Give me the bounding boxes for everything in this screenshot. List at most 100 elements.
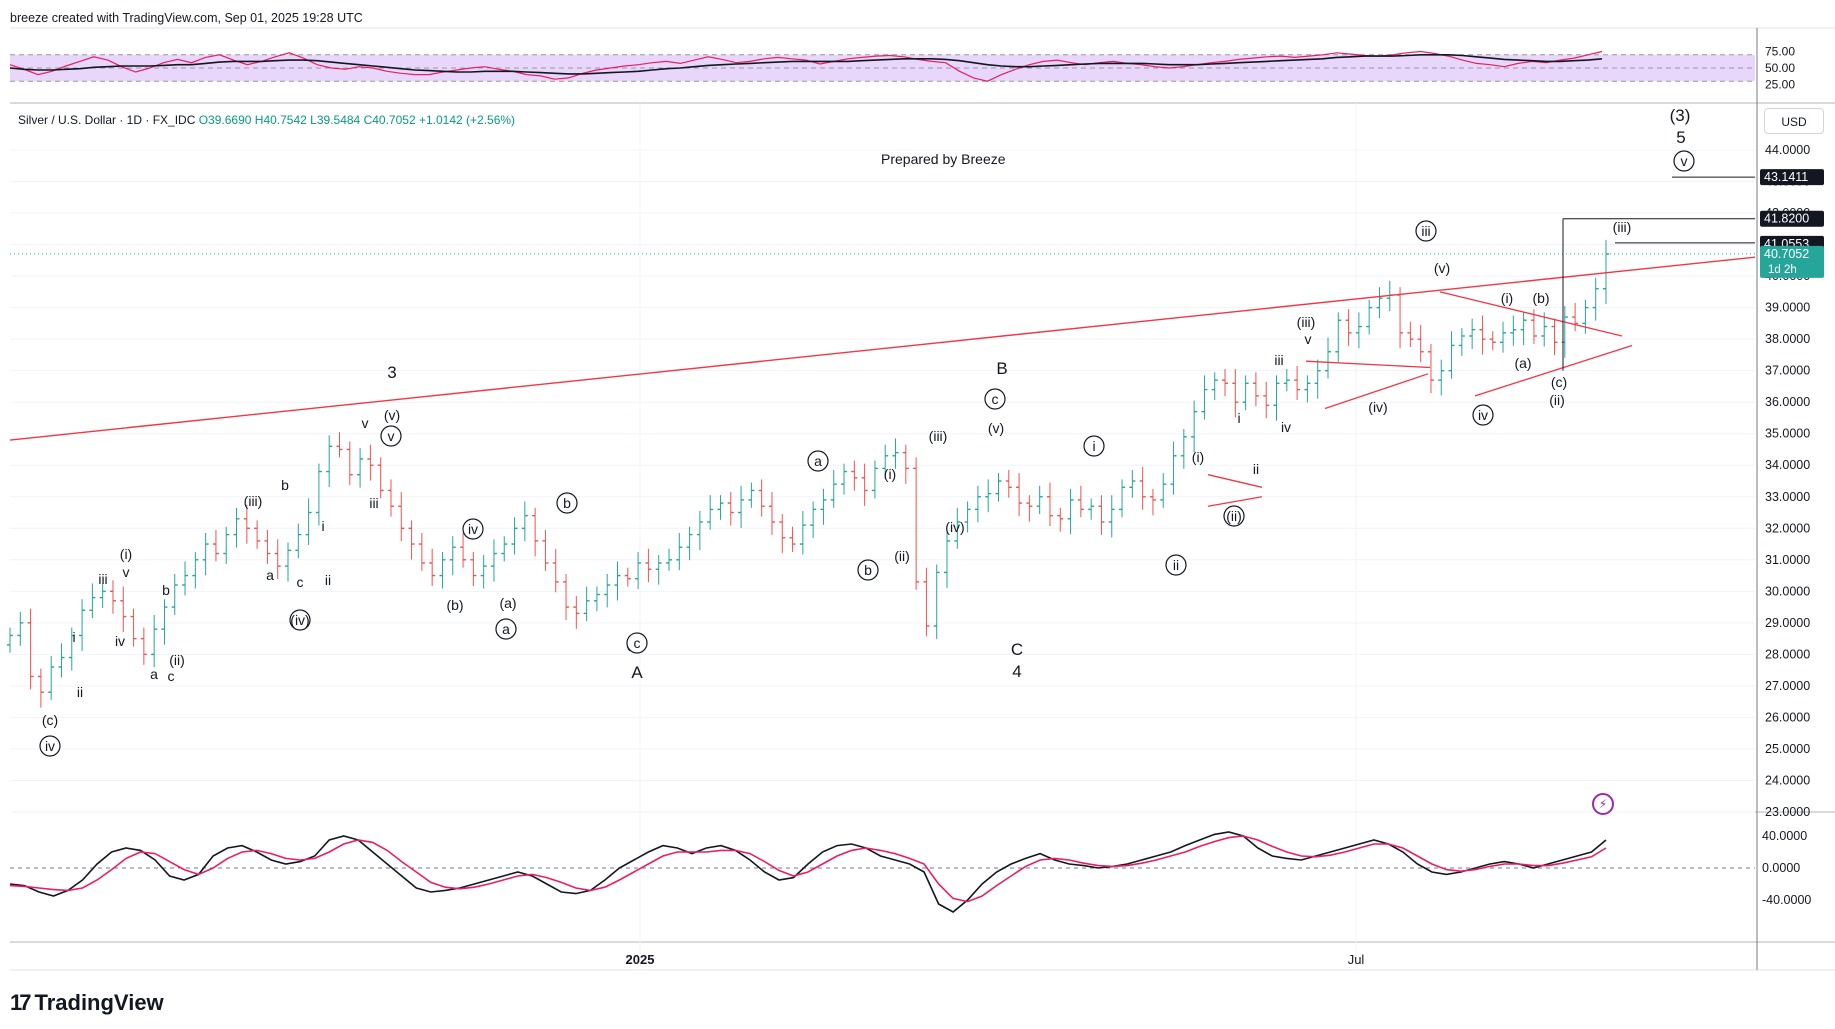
wave-label: iii (98, 571, 107, 587)
price-tick-label: 23.0000 (1765, 805, 1810, 819)
wave-circle (1083, 435, 1105, 457)
wave-label: (a) (499, 595, 516, 611)
price-tag-target-bg (1760, 169, 1824, 186)
wave-label: ii (1173, 557, 1179, 573)
wave-circle (380, 425, 402, 447)
wave-label: 4 (1012, 662, 1021, 681)
wave-label: iv (45, 738, 55, 754)
wave-label: b (162, 582, 170, 598)
price-tick-label: 25.0000 (1765, 742, 1810, 756)
ohlc-close: C40.7052 (363, 113, 416, 127)
wave-label: 3 (387, 363, 396, 382)
wave-label: ii (77, 684, 83, 700)
wave-label: iii (1274, 352, 1283, 368)
tradingview-logo: 17 TradingView (10, 990, 164, 1016)
rsi-tick-label: 75.00 (1765, 45, 1795, 59)
wave-label: (3) (1670, 106, 1691, 125)
wave-circle (626, 632, 648, 654)
price-tick-label: 33.0000 (1765, 490, 1810, 504)
wave-label: (b) (446, 597, 463, 613)
wave-label: iv (1281, 419, 1291, 435)
wave-label: (iii) (929, 428, 948, 444)
wave-label: (ii) (1226, 508, 1242, 524)
wave-circle (556, 492, 578, 514)
rsi-series-1 (9, 53, 1603, 75)
price-tick-label: 24.0000 (1765, 773, 1810, 787)
wave-label: (i) (1192, 449, 1204, 465)
wave-label: iv (468, 521, 478, 537)
ohlc-low: L39.5484 (310, 113, 361, 127)
wave-label: ii (325, 572, 331, 588)
price-tick-label: 37.0000 (1765, 364, 1810, 378)
wave-label: (v) (988, 420, 1004, 436)
wave-label: (iii) (1613, 219, 1632, 235)
price-tag-target: 43.1411 (1764, 170, 1808, 184)
macd-series-1 (9, 835, 1607, 903)
triangle-line (1305, 360, 1431, 369)
wave-label: (iii) (244, 493, 263, 509)
macd-tick-label: 0.0000 (1762, 861, 1800, 875)
rsi-series-0 (9, 50, 1603, 82)
wave-label: (iv) (945, 519, 964, 535)
rsi-tick-label: 50.00 (1765, 61, 1795, 75)
wave-label: c (634, 635, 641, 651)
price-tick-label: 31.0000 (1765, 553, 1810, 567)
wave-label: iv (1478, 407, 1488, 423)
price-tag-last-bg (1760, 245, 1824, 278)
wave-label: a (502, 621, 510, 637)
ohlc-high: H40.7542 (254, 113, 307, 127)
price-tick-label: 38.0000 (1765, 332, 1810, 346)
wave-label: (a) (1514, 355, 1531, 371)
price-tick-label: 32.0000 (1765, 521, 1810, 535)
wave-label: c (992, 391, 999, 407)
wave-label: (c) (42, 712, 58, 728)
triangle-line (1207, 474, 1263, 488)
wave-label: (c) (1551, 374, 1567, 390)
lightning-icon[interactable]: ⚡ (1592, 793, 1614, 815)
wave-circle (495, 618, 517, 640)
wave-label: i (1092, 438, 1095, 454)
wave-label: (ii) (1549, 392, 1565, 408)
wave-circle (1673, 150, 1695, 172)
wave-label: (v) (1434, 260, 1450, 276)
wave-label: c (297, 574, 304, 590)
wave-label: (v) (384, 407, 400, 423)
wave-label: 5 (1676, 128, 1685, 147)
price-tag-high-bg (1760, 210, 1824, 227)
wave-label: (ii) (169, 652, 185, 668)
wave-label: (iii) (1297, 314, 1316, 330)
macd-tick-label: -40.0000 (1762, 893, 1811, 907)
logo-mark: 17 (10, 990, 32, 1015)
price-tick-label: 30.0000 (1765, 584, 1810, 598)
symbol-name: Silver / U.S. Dollar · 1D · FX_IDC (18, 113, 196, 127)
symbol-legend: Silver / U.S. Dollar · 1D · FX_IDC O39.6… (18, 113, 515, 127)
triangle-line (1474, 344, 1633, 397)
price-tick-label: 34.0000 (1765, 458, 1810, 472)
wave-label: a (150, 666, 158, 682)
wave-label: (iv) (1368, 399, 1387, 415)
wave-label: c (168, 668, 175, 684)
price-tick-label: 39.0000 (1765, 301, 1810, 315)
wave-label: v (1305, 331, 1312, 347)
wave-label: iii (369, 495, 378, 511)
wave-label: v (388, 428, 395, 444)
macd-series-0 (9, 831, 1607, 913)
ohlc-open: O39.6690 (198, 113, 252, 127)
macd-tick-label: 40.0000 (1762, 829, 1807, 843)
wave-label: (i) (1501, 290, 1513, 306)
price-tick-label: 27.0000 (1765, 679, 1810, 693)
wave-label: (i) (120, 546, 132, 562)
logo-text: TradingView (34, 990, 164, 1015)
wave-label: v (123, 564, 130, 580)
wave-label: i (321, 518, 324, 534)
x-tick-label: Jul (1348, 952, 1365, 967)
wave-label: ii (1253, 461, 1259, 477)
price-tick-label: 44.0000 (1765, 143, 1810, 157)
wave-circle (1415, 220, 1437, 242)
currency-button[interactable]: USD (1764, 108, 1824, 134)
wave-label: b (563, 495, 571, 511)
triangle-line (1324, 373, 1429, 410)
wave-circle (289, 609, 311, 631)
price-tick-label: 26.0000 (1765, 710, 1810, 724)
